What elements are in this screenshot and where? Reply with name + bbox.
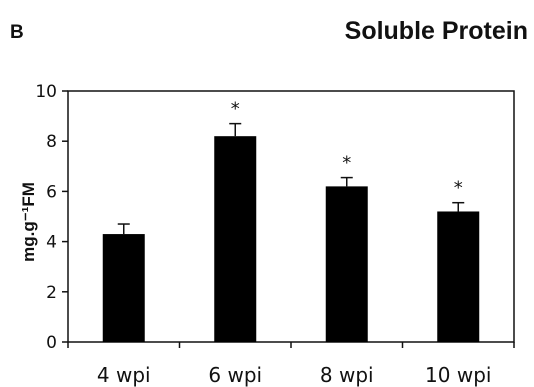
y-tick-label: 8 [46, 132, 57, 152]
plot-area: 0 2 4 6 8 10 4 wpi * 6 wpi * 8 wpi * 10 wpi [35, 82, 515, 387]
significance-marker: * [342, 153, 351, 174]
bar [102, 234, 145, 342]
y-tick-label: 6 [46, 182, 57, 202]
x-tick-label: 4 wpi [97, 363, 151, 387]
y-tick-label: 0 [46, 333, 57, 353]
y-tick-label: 10 [35, 82, 57, 102]
chart-title: Soluble Protein [345, 17, 528, 45]
y-tick-label: 4 [46, 233, 57, 253]
significance-marker: * [454, 178, 463, 199]
panel-label: B [10, 22, 24, 43]
bar [214, 136, 257, 342]
x-tick-label: 10 wpi [425, 363, 491, 387]
y-axis-label: mg.g⁻¹FM [19, 182, 38, 262]
x-tick-label: 6 wpi [208, 363, 262, 387]
bar [437, 211, 480, 342]
significance-marker: * [231, 99, 240, 120]
x-tick-label: 8 wpi [320, 363, 374, 387]
bar [325, 186, 368, 342]
y-tick-label: 2 [46, 283, 57, 303]
